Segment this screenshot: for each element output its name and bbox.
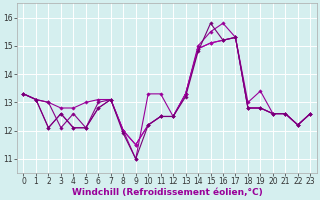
X-axis label: Windchill (Refroidissement éolien,°C): Windchill (Refroidissement éolien,°C)	[72, 188, 262, 197]
